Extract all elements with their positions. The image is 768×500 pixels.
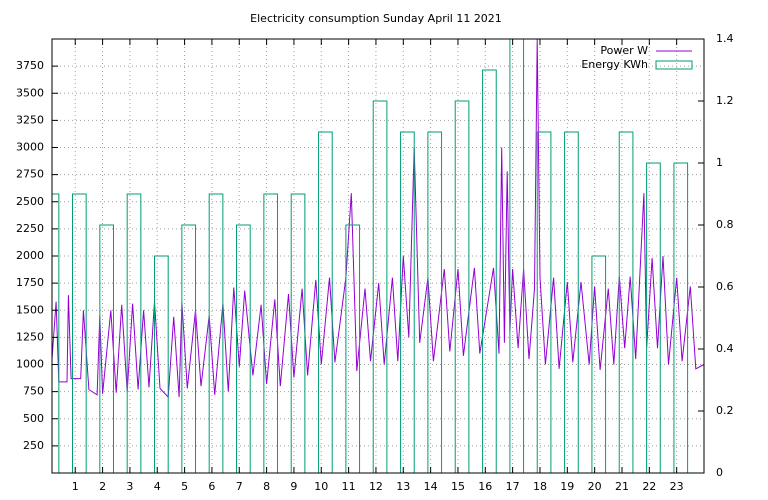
energy-box bbox=[154, 255, 169, 473]
y-tick-label: 2500 bbox=[16, 195, 44, 208]
x-tick-label: 9 bbox=[290, 480, 297, 493]
x-tick-label: 21 bbox=[615, 480, 629, 493]
x-tick-label: 11 bbox=[342, 480, 356, 493]
plot-area bbox=[52, 39, 704, 473]
y2-tick-label: 0.6 bbox=[716, 280, 734, 293]
legend-label: Power W bbox=[600, 44, 648, 57]
y-tick-label: 500 bbox=[23, 412, 44, 425]
energy-box bbox=[482, 69, 497, 473]
x-tick-label: 13 bbox=[396, 480, 410, 493]
energy-box bbox=[564, 131, 579, 473]
x-tick-label: 2 bbox=[99, 480, 106, 493]
power-line bbox=[52, 39, 704, 399]
energy-box bbox=[318, 131, 333, 473]
x-tick-label: 17 bbox=[506, 480, 520, 493]
energy-box bbox=[263, 193, 279, 473]
y2-tick-label: 0.8 bbox=[716, 218, 734, 231]
x-tick-label: 5 bbox=[181, 480, 188, 493]
x-tick-label: 20 bbox=[588, 480, 602, 493]
energy-box bbox=[181, 224, 197, 473]
y-tick-label: 3000 bbox=[16, 141, 44, 154]
x-tick-label: 7 bbox=[236, 480, 243, 493]
y-tick-label: 2000 bbox=[16, 249, 44, 262]
energy-box bbox=[454, 100, 470, 473]
x-tick-label: 22 bbox=[642, 480, 656, 493]
energy-box bbox=[236, 224, 251, 473]
energy-box bbox=[509, 39, 525, 473]
x-tick-label: 10 bbox=[314, 480, 328, 493]
energy-box bbox=[372, 100, 388, 473]
x-tick-label: 15 bbox=[451, 480, 465, 493]
y2-tick-label: 1.4 bbox=[716, 32, 734, 45]
y2-tick-label: 1.2 bbox=[716, 94, 734, 107]
y-tick-label: 750 bbox=[23, 385, 44, 398]
y-tick-label: 2750 bbox=[16, 168, 44, 181]
energy-box bbox=[400, 131, 415, 473]
x-tick-label: 18 bbox=[533, 480, 547, 493]
y2-tick-label: 0.4 bbox=[716, 342, 734, 355]
energy-box bbox=[126, 193, 142, 473]
energy-box bbox=[345, 224, 361, 473]
plot-frame bbox=[51, 38, 705, 474]
x-tick-label: 1 bbox=[72, 480, 79, 493]
x-tick-label: 14 bbox=[424, 480, 438, 493]
y-tick-label: 3750 bbox=[16, 59, 44, 72]
x-tick-label: 23 bbox=[670, 480, 684, 493]
y-tick-label: 3500 bbox=[16, 86, 44, 99]
x-tick-label: 19 bbox=[560, 480, 574, 493]
y-tick-label: 1000 bbox=[16, 358, 44, 371]
x-tick-label: 8 bbox=[263, 480, 270, 493]
chart-title: Electricity consumption Sunday April 11 … bbox=[250, 12, 502, 25]
x-tick-label: 6 bbox=[208, 480, 215, 493]
y-tick-label: 1250 bbox=[16, 330, 44, 343]
energy-box bbox=[427, 131, 443, 473]
x-tick-label: 4 bbox=[154, 480, 161, 493]
y2-tick-label: 0 bbox=[716, 466, 723, 479]
energy-box bbox=[290, 193, 306, 473]
energy-box bbox=[99, 224, 115, 473]
y-tick-label: 3250 bbox=[16, 113, 44, 126]
y2-tick-label: 0.2 bbox=[716, 404, 734, 417]
energy-box bbox=[618, 131, 634, 473]
grid bbox=[52, 39, 704, 473]
y-tick-label: 250 bbox=[23, 439, 44, 452]
energy-box bbox=[646, 162, 661, 473]
x-tick-label: 3 bbox=[126, 480, 133, 493]
y-tick-label: 1500 bbox=[16, 303, 44, 316]
energy-box bbox=[536, 131, 552, 473]
energy-box bbox=[72, 193, 87, 473]
energy-box bbox=[591, 255, 607, 473]
legend-label: Energy KWh bbox=[581, 58, 648, 71]
x-tick-label: 12 bbox=[369, 480, 383, 493]
y-tick-label: 2250 bbox=[16, 222, 44, 235]
energy-box bbox=[208, 193, 224, 473]
y2-tick-label: 1 bbox=[716, 156, 723, 169]
y-tick-label: 1750 bbox=[16, 276, 44, 289]
x-tick-label: 16 bbox=[478, 480, 492, 493]
energy-box bbox=[673, 162, 689, 473]
legend-swatch bbox=[655, 60, 693, 70]
